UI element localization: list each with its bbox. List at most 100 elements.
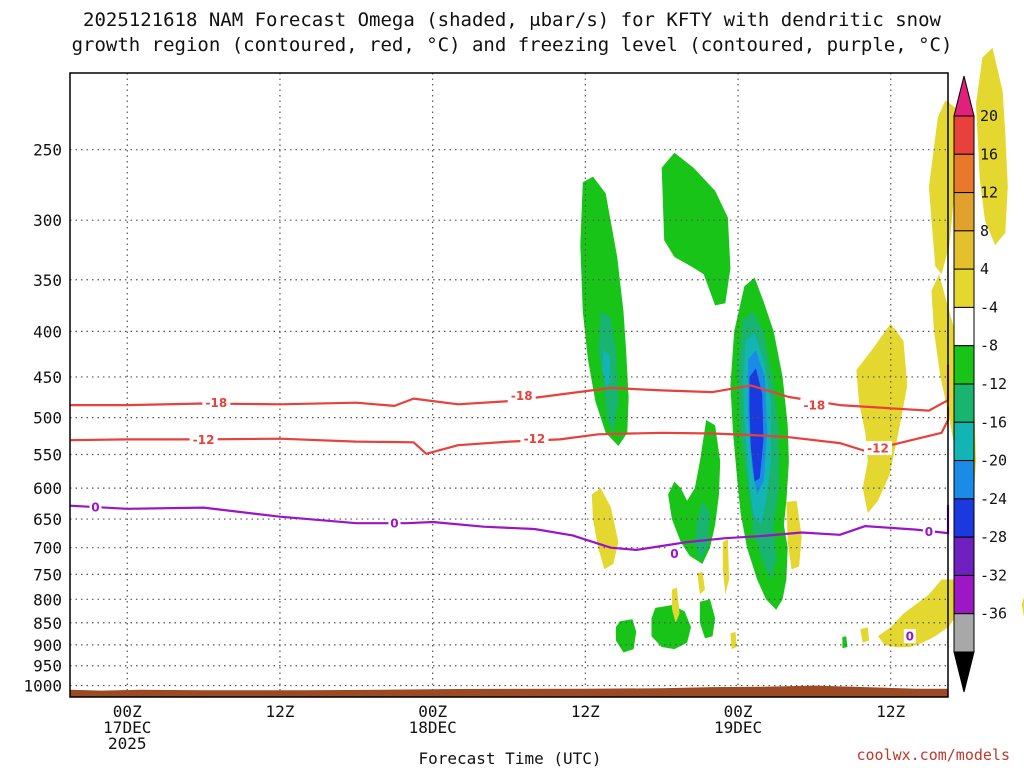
omega-cell-5 [694,500,710,562]
y-tick-300: 300 [33,211,62,230]
colorbar-band-5 [953,306,975,347]
y-tick-1000: 1000 [23,677,62,696]
x-tick-48-line-1: 19DEC [714,718,762,737]
y-tick-550: 550 [33,445,62,464]
contour-label-bg-6 [89,499,102,514]
colorbar-label-11: -28 [980,528,1007,546]
omega-cell-27 [1021,597,1024,618]
colorbar-band-0 [953,115,975,155]
omega-cell-23 [976,47,1008,246]
contour-label-5: -12 [867,442,889,456]
colorbar-bottom-triangle [953,651,975,693]
y-tick-400: 400 [33,322,62,341]
omega-cell-13 [699,599,716,639]
x-tick-12-line-0: 12Z [266,702,295,721]
colorbar-band-3 [953,230,975,270]
omega-cell-12 [615,619,637,653]
contour-label-bg-9 [922,524,935,539]
grid-layer [70,73,948,697]
colorbar-label-3: 8 [980,222,989,240]
colorbar-label-5: -4 [980,298,998,316]
omega-cell-22 [928,100,960,275]
credit-text: coolwx.com/models [856,746,1010,764]
colorbar-label-12: -32 [980,566,1007,584]
omega-cell-15 [591,488,619,570]
contour-label-bg-5 [864,441,893,456]
omega-cell-11 [651,605,691,650]
colorbar-label-9: -20 [980,452,1007,470]
contour-label-bg-10 [903,629,916,644]
contour-label-8: 0 [670,547,678,561]
y-tick-700: 700 [33,539,62,558]
colorbar-band-12 [953,574,975,615]
y-tick-250: 250 [33,141,62,160]
colorbar-band-10 [953,498,975,538]
colorbar-band-2 [953,192,975,232]
x-tick-48-line-0: 00Z [724,702,753,721]
x-tick-0-line-1: 17DEC [103,718,151,737]
y-tick-600: 600 [33,479,62,498]
omega-cell-2 [601,350,611,388]
contour-label-7: 0 [390,517,398,531]
contour-label-bg-2 [800,398,829,413]
colorbar-band-4 [953,268,975,308]
y-tick-900: 900 [33,636,62,655]
omega-cell-17 [697,571,705,595]
omega-cell-21 [856,323,908,514]
colorbar-top-triangle [953,75,975,117]
y-tick-500: 500 [33,409,62,428]
chart-title-line2: growth region (contoured, red, °C) and f… [72,34,953,56]
contour-label-4: -12 [524,432,546,446]
colorbar-band-8 [953,421,975,462]
contour-label-bg-1 [507,388,536,403]
y-axis: 250 300 350 400 450 500 550 600 650 700 750 800 850 9… [23,141,62,696]
y-tick-350: 350 [33,271,62,290]
omega-cell-25 [878,579,961,648]
colorbar: 20 16 12 8 4 -4 -8 -12 -16 -20 -24 -28 -32 -36 [953,75,1007,693]
x-tick-24-line-1: 18DEC [409,718,457,737]
colorbar-band-9 [953,460,975,500]
y-tick-650: 650 [33,510,62,529]
plot-background [70,73,948,697]
colorbar-label-1: 16 [980,145,998,163]
contour-label-9: 0 [925,525,933,539]
y-tick-950: 950 [33,657,62,676]
contour-label-1: -18 [511,389,533,403]
colorbar-band-7 [953,383,975,423]
omega-cell-3 [661,152,731,306]
y-tick-800: 800 [33,590,62,609]
colorbar-label-4: 4 [980,260,989,278]
colorbar-label-2: 12 [980,184,998,202]
contour-label-bg-3 [189,432,218,447]
omega-cell-16 [671,587,680,623]
omega-cell-26 [860,627,870,643]
contour-label-bg-0 [202,395,231,410]
contour-label-3: -12 [193,433,215,447]
x-tick-24-line-0: 00Z [418,702,447,721]
omega-cell-19 [730,631,737,650]
colorbar-label-7: -12 [980,375,1007,393]
y-tick-450: 450 [33,368,62,387]
x-tick-0-line-0: 00Z [113,702,142,721]
contour-label-bg-8 [668,546,681,561]
y-tick-750: 750 [33,565,62,584]
contour-label-6: 0 [91,500,99,514]
colorbar-label-0: 20 [980,107,998,125]
chart-title-line1: 2025121618 NAM Forecast Omega (shaded, μ… [83,9,941,31]
contour-label-2: -18 [804,399,826,413]
omega-cell-18 [722,539,730,595]
y-tick-850: 850 [33,614,62,633]
plot-frame [69,72,949,698]
colorbar-label-8: -16 [980,413,1007,431]
colorbar-band-13 [953,613,975,653]
colorbar-band-1 [953,153,975,194]
contour-label-10: 0 [906,630,914,644]
x-tick-60-line-0: 12Z [876,702,905,721]
colorbar-band-11 [953,536,975,576]
contour-label-bg-7 [388,516,401,531]
colorbar-label-13: -36 [980,605,1007,623]
terrain-fill [70,685,948,697]
omega-cell-10 [749,368,764,482]
